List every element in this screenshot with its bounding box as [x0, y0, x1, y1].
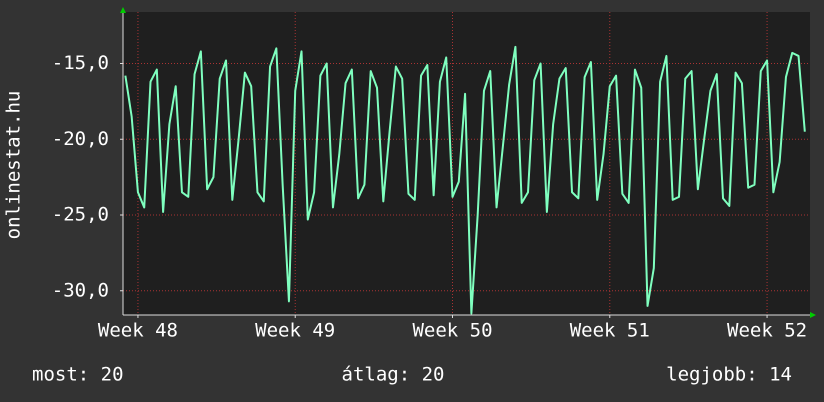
- footer-stat: átlag: 20: [342, 364, 445, 386]
- x-tick-label: Week 52: [727, 320, 807, 342]
- x-tick-label: Week 49: [255, 320, 335, 342]
- y-axis-label: onlinestat.hu: [3, 91, 25, 240]
- y-tick-label: -20,0: [52, 128, 109, 150]
- y-tick-label: -25,0: [52, 204, 109, 226]
- footer-stat: most: 20: [32, 364, 124, 386]
- axis-arrow: [810, 312, 816, 318]
- footer-stat: legjobb: 14: [666, 364, 792, 386]
- y-tick-label: -30,0: [52, 279, 109, 301]
- plot: -15,0 -20,0 -25,0 -30,0 Week 48 Week 49 Week 5…: [52, 12, 810, 342]
- x-tick-label: Week 50: [412, 320, 492, 342]
- data-line: [124, 45, 806, 315]
- y-tick-label: -15,0: [52, 52, 109, 74]
- x-tick-label: Week 51: [570, 320, 650, 342]
- x-tick-label: Week 48: [98, 320, 178, 342]
- axis-arrow: [120, 7, 126, 13]
